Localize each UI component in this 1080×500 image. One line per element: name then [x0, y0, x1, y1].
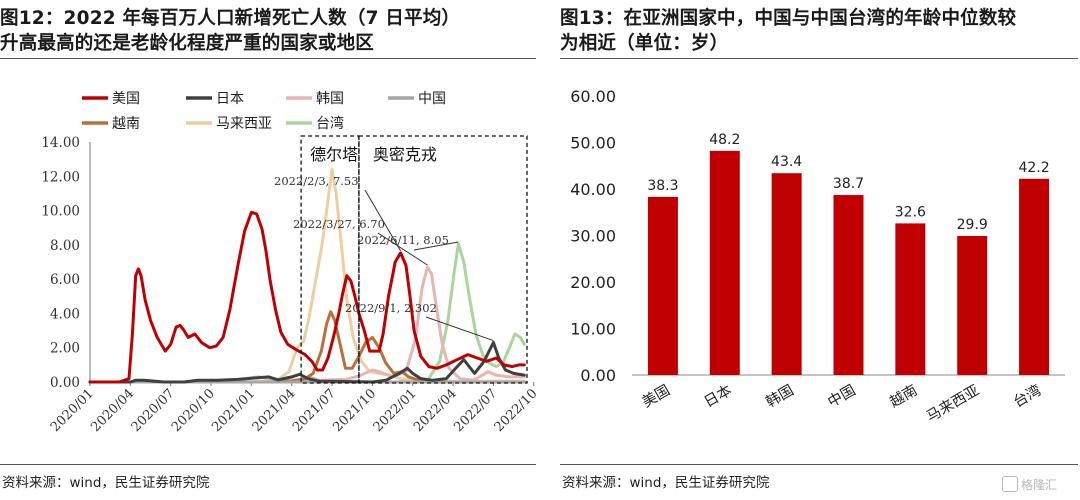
- annotation-label: 2022/9/1, 2.302: [345, 301, 437, 315]
- legend-label: 美国: [112, 91, 140, 107]
- right-source-rule: [560, 464, 1078, 465]
- annotation-leader: [377, 232, 428, 266]
- watermark-logo-icon: [1002, 476, 1018, 492]
- legend-label: 韩国: [316, 91, 344, 107]
- annotation-leader: [425, 316, 494, 342]
- x-category-label: 台湾: [1010, 382, 1044, 411]
- bar-chart: 0.00 10.00 20.00 30.00 40.00 50.00 60.00 38.3 美国…: [570, 87, 1065, 426]
- bar: [833, 195, 864, 375]
- legend-label: 日本: [216, 91, 244, 107]
- legend-label: 越南: [112, 116, 140, 132]
- x-tick-label: 2020/07: [129, 386, 178, 435]
- annotation-label: 2022/6/11, 8.05: [357, 233, 449, 247]
- y-tick-label: 8.00: [50, 238, 80, 254]
- annotation-label: 2022/3/27, 6.70: [293, 217, 385, 231]
- y-tick-label: 50.00: [570, 134, 616, 153]
- x-category-label: 越南: [887, 382, 921, 411]
- y-tick-label: 14.00: [41, 135, 80, 151]
- legend-label: 台湾: [316, 115, 344, 132]
- x-tick-label: 2022/01: [371, 386, 420, 435]
- y-tick-label: 40.00: [570, 180, 616, 199]
- x-category-label: 韩国: [763, 382, 797, 411]
- region-label: 奥密克戎: [373, 145, 437, 164]
- right-figure-title: 图13：在亚洲国家中，中国与中国台湾的年龄中位数较 为相近（单位：岁）: [560, 6, 1016, 56]
- x-tick-label: 2020/01: [48, 386, 97, 435]
- x-tick-label: 2021/07: [290, 386, 339, 435]
- series-line-5: [88, 167, 526, 384]
- y-tick-label: 4.00: [50, 306, 80, 322]
- x-category-label: 马来西亚: [923, 382, 982, 426]
- x-category-label: 美国: [639, 382, 673, 411]
- bar: [895, 223, 926, 375]
- watermark: 格隆汇: [1002, 476, 1057, 493]
- y-tick-label: 2.00: [50, 341, 80, 357]
- region-label: 德尔塔: [310, 145, 358, 164]
- y-tick-label: 30.00: [570, 227, 616, 246]
- x-tick-label: 2020/10: [169, 386, 218, 435]
- right-source: 资料来源：wind，民生证券研究院: [562, 475, 770, 491]
- bar: [709, 150, 740, 375]
- right-title-line1: 图13：在亚洲国家中，中国与中国台湾的年龄中位数较: [560, 8, 1017, 29]
- legend-label: 中国: [418, 91, 446, 107]
- bar-value-label: 38.3: [647, 178, 678, 194]
- x-tick-label: 2020/04: [88, 386, 137, 435]
- bar-value-label: 38.7: [833, 176, 864, 192]
- x-tick-label: 2021/10: [330, 386, 379, 435]
- bar-value-label: 43.4: [771, 154, 802, 170]
- x-tick-label: 2022/07: [451, 386, 500, 435]
- x-tick-label: 2021/01: [209, 386, 258, 435]
- left-title-line1: 图12：2022 年每百万人口新增死亡人数（7 日平均）: [0, 8, 461, 29]
- right-figure: 图13：在亚洲国家中，中国与中国台湾的年龄中位数较 为相近（单位：岁） 0.00…: [560, 0, 1080, 500]
- bar-value-label: 48.2: [709, 132, 740, 148]
- region-box: [300, 135, 360, 384]
- right-title-rule: [560, 58, 1078, 59]
- left-figure: 图12：2022 年每百万人口新增死亡人数（7 日平均） 升高最高的还是老龄化程…: [0, 0, 538, 500]
- right-title-line2: 为相近（单位：岁）: [560, 33, 729, 54]
- watermark-text: 格隆汇: [1021, 478, 1058, 492]
- y-tick-label: 10.00: [41, 204, 80, 220]
- y-tick-label: 10.00: [570, 320, 616, 339]
- y-tick-label: 0.00: [50, 375, 80, 391]
- annotation-label: 2022/2/3, 7.53: [274, 174, 359, 188]
- left-source: 资料来源：wind，民生证券研究院: [2, 475, 210, 491]
- left-figure-title: 图12：2022 年每百万人口新增死亡人数（7 日平均） 升高最高的还是老龄化程…: [0, 6, 460, 56]
- bar: [1019, 178, 1050, 375]
- x-category-label: 中国: [825, 382, 859, 411]
- y-tick-label: 12.00: [41, 169, 80, 185]
- x-tick-label: 2022/10: [492, 386, 538, 435]
- region-box: [358, 135, 528, 384]
- series-line-6: [88, 242, 526, 384]
- x-category-label: 日本: [701, 382, 735, 411]
- bar-value-label: 29.9: [957, 217, 988, 233]
- legend-label: 马来西亚: [216, 116, 272, 132]
- y-tick-label: 6.00: [50, 272, 80, 288]
- bar: [771, 173, 802, 375]
- y-tick-label: 60.00: [570, 87, 616, 106]
- left-title-line2: 升高最高的还是老龄化程度严重的国家或地区: [0, 33, 375, 54]
- annotation-leader: [413, 241, 459, 251]
- annotation-leader: [364, 189, 402, 252]
- bar: [957, 235, 988, 375]
- y-tick-label: 0.00: [580, 366, 616, 385]
- y-tick-label: 20.00: [570, 273, 616, 292]
- x-tick-label: 2021/04: [250, 386, 299, 435]
- bar: [647, 196, 678, 375]
- left-source-rule: [0, 464, 536, 465]
- x-tick-label: 2022/04: [411, 386, 460, 435]
- left-title-rule: [0, 58, 536, 59]
- bar-value-label: 32.6: [895, 204, 926, 220]
- bar-value-label: 42.2: [1018, 160, 1049, 176]
- series-line-0: [88, 210, 526, 384]
- series-line-1: [88, 341, 526, 384]
